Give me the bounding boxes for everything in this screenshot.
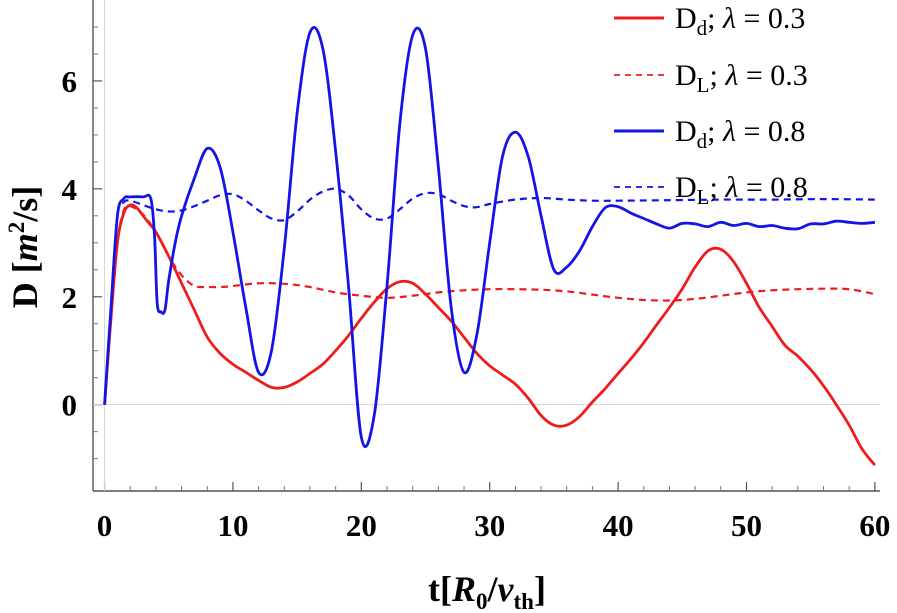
x-tick-label: 10 bbox=[217, 508, 248, 543]
legend-label-3: DL; λ = 0.8 bbox=[675, 171, 808, 209]
legend: Dd; λ = 0.3 DL; λ = 0.3 Dd; λ = 0.8 DL; λ =… bbox=[614, 2, 808, 209]
tick-labels: 0 10 20 30 40 50 60 0 2 4 6 bbox=[62, 64, 891, 543]
y-tick-label: 4 bbox=[62, 172, 78, 207]
x-tick-label: 30 bbox=[474, 508, 505, 543]
x-tick-label: 40 bbox=[603, 508, 634, 543]
x-axis-label: t[R0/vth] bbox=[428, 569, 546, 613]
x-tick-label: 50 bbox=[731, 508, 762, 543]
y-axis-label: D [m2/s] bbox=[4, 186, 45, 309]
plot-area bbox=[103, 26, 876, 466]
x-tick-label: 60 bbox=[859, 508, 890, 543]
legend-label-0: Dd; λ = 0.3 bbox=[675, 2, 805, 40]
x-tick-label: 20 bbox=[346, 508, 377, 543]
tick-marks bbox=[93, 26, 876, 491]
y-tick-label: 6 bbox=[62, 64, 78, 99]
legend-label-2: Dd; λ = 0.8 bbox=[675, 115, 805, 153]
legend-label-1: DL; λ = 0.3 bbox=[675, 59, 808, 97]
series-line-0 bbox=[103, 203, 876, 466]
y-tick-label: 0 bbox=[62, 388, 78, 423]
series-line-3 bbox=[103, 187, 875, 405]
y-tick-label: 2 bbox=[62, 280, 78, 315]
x-tick-label: 0 bbox=[97, 508, 113, 543]
series-line-2 bbox=[103, 26, 876, 449]
